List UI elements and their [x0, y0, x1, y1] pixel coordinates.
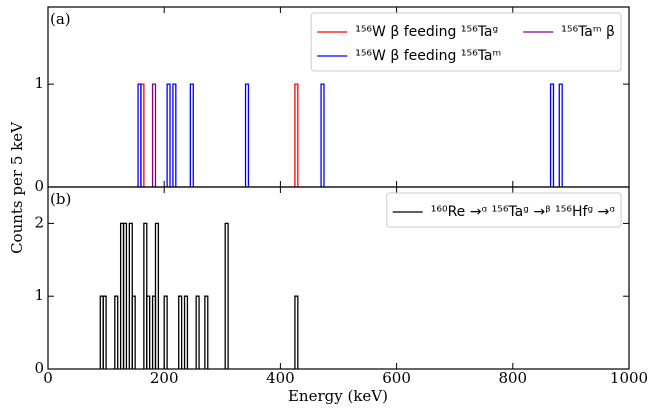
histogram-bin: [294, 295, 299, 369]
histogram-bin: [244, 83, 250, 187]
histogram-bin: [549, 83, 555, 187]
x-tick-label: 600: [382, 369, 411, 387]
histogram-bin: [166, 83, 171, 187]
histogram-bin: [137, 83, 142, 187]
y-tick-label: 1: [34, 286, 44, 304]
x-tick-label: 0: [43, 369, 53, 387]
y-tick-label: 0: [34, 177, 44, 195]
histogram-bin: [195, 295, 200, 369]
histogram-bin: [224, 222, 229, 369]
legend: ¹⁵⁶W β feeding ¹⁵⁶Taᵍ ¹⁵⁶W β feeding ¹⁵⁶T…: [310, 12, 622, 72]
x-tick-label: 800: [498, 369, 527, 387]
legend-box: [310, 12, 622, 72]
histogram-bin: [114, 295, 119, 369]
histogram-bin: [122, 222, 128, 369]
x-tick-label: 400: [266, 369, 295, 387]
legend-label: ¹⁵⁶W β feeding ¹⁵⁶Taᵍ: [355, 24, 498, 40]
histogram-bin: [178, 295, 183, 369]
histogram-bin: [146, 295, 151, 369]
histogram-bin: [204, 295, 209, 369]
legend: ¹⁶⁰Re →ᵅ ¹⁵⁶Taᵍ →ᵝ ¹⁵⁶Hfᵍ →ᵅ: [386, 192, 622, 228]
y-tick-label: 1: [34, 74, 44, 92]
histogram-bin: [183, 295, 189, 369]
histogram-bin: [102, 295, 107, 369]
plot-frame: [47, 186, 630, 370]
y-axis-label: Counts per 5 keV: [8, 121, 26, 254]
legend-label: ¹⁵⁶Taᵐ β: [561, 24, 615, 40]
x-axis-label: Energy (keV): [288, 387, 388, 405]
panel-label: (a): [50, 10, 71, 28]
x-tick-label: 1000: [610, 369, 648, 387]
legend-box: [386, 192, 622, 228]
legend-label: ¹⁵⁶W β feeding ¹⁵⁶Taᵐ: [355, 48, 501, 64]
x-tick-label: 200: [150, 369, 179, 387]
panel-label: (b): [50, 190, 71, 208]
histogram-bin: [320, 83, 325, 187]
legend-label: ¹⁶⁰Re →ᵅ ¹⁵⁶Taᵍ →ᵝ ¹⁵⁶Hfᵍ →ᵅ: [431, 204, 615, 220]
histogram-bin: [154, 222, 160, 369]
histogram-bin: [558, 83, 563, 187]
y-tick-label: 2: [34, 213, 44, 231]
histogram-bin: [189, 83, 194, 187]
histogram-bin: [131, 295, 136, 369]
histogram-bin: [151, 83, 157, 187]
histogram-bin: [172, 83, 177, 187]
histogram-bin: [163, 295, 168, 369]
y-tick-label: 0: [34, 359, 44, 377]
histogram-bin: [294, 83, 299, 187]
